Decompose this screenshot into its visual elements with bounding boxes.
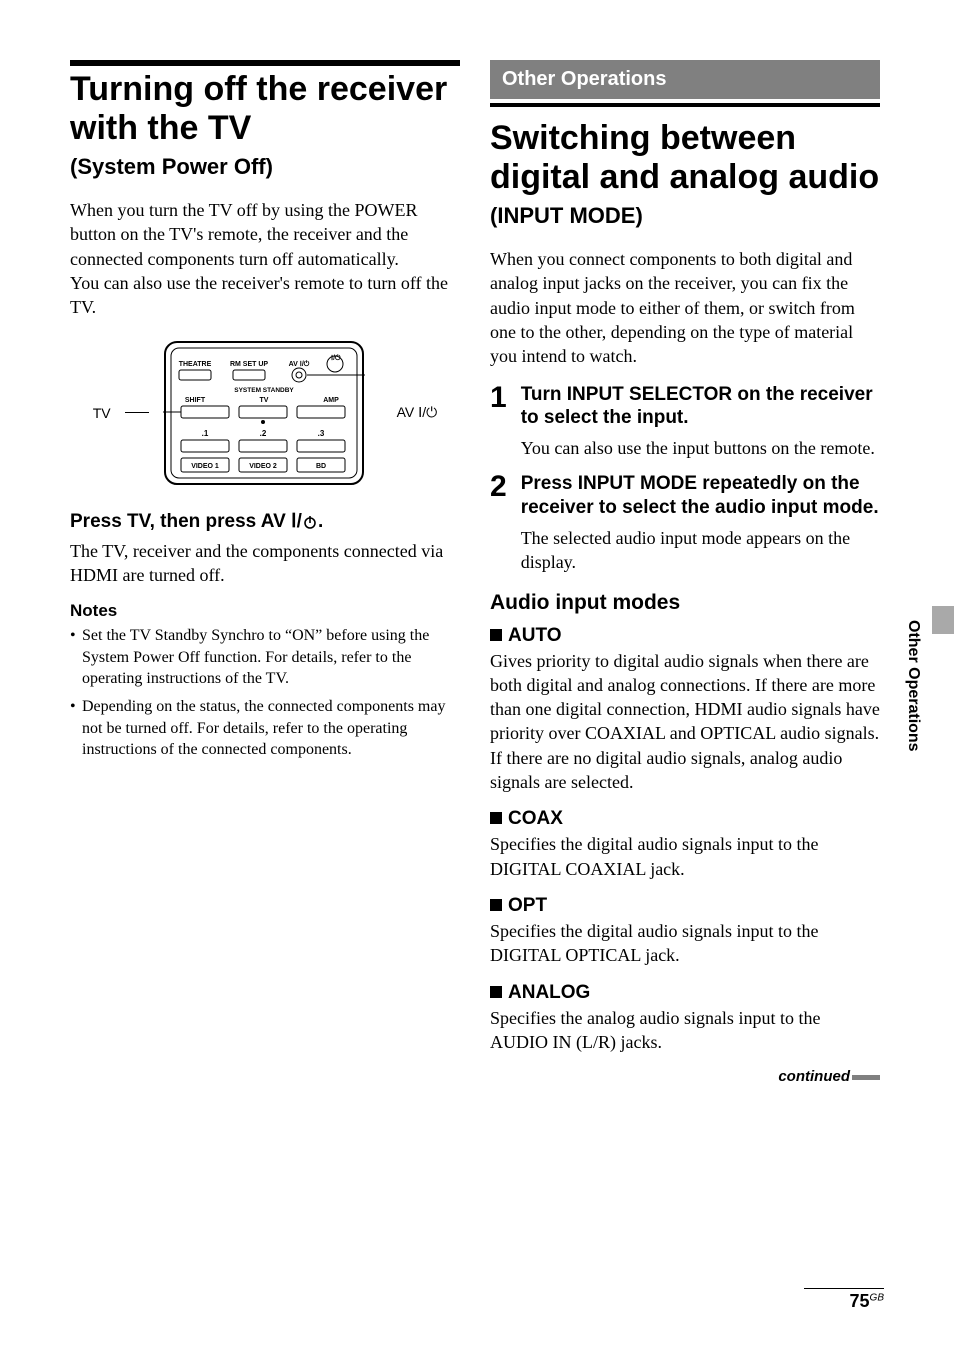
left-subtitle: (System Power Off) [70, 154, 460, 180]
mode-desc: Specifies the analog audio signals input… [490, 1006, 880, 1055]
step-body: Turn INPUT SELECTOR on the receiver to s… [521, 383, 880, 461]
continued-bar-icon [852, 1075, 880, 1080]
lbl-dot1: .1 [201, 429, 208, 438]
mode-name: AUTO [508, 625, 561, 646]
remote-callout-tv: TV [93, 405, 111, 421]
right-subtitle: (INPUT MODE) [490, 203, 880, 229]
bullet-square-icon [490, 629, 502, 641]
step-2: 2 Press INPUT MODE repeatedly on the rec… [490, 472, 880, 574]
press-line: Press TV, then press AV Ⅰ/. [70, 510, 460, 533]
bullet-square-icon [490, 986, 502, 998]
mode-desc: Specifies the digital audio signals inpu… [490, 832, 880, 881]
remote-callout-av: AV Ⅰ/⏻ [397, 404, 438, 421]
mode-title: COAX [490, 808, 880, 830]
mode-name: COAX [508, 808, 563, 829]
lbl-video1: VIDEO 1 [191, 463, 219, 470]
page-suffix: GB [870, 1293, 884, 1304]
mode-name: OPT [508, 895, 547, 916]
bullet-square-icon [490, 899, 502, 911]
left-intro: When you turn the TV off by using the PO… [70, 198, 460, 319]
lbl-system-standby: SYSTEM STANDBY [234, 387, 294, 394]
lbl-rmsetup: RM SET UP [230, 361, 268, 368]
lbl-bd: BD [316, 463, 326, 470]
lbl-shift: SHIFT [185, 397, 206, 404]
notes-list: Set the TV Standby Synchro to “ON” befor… [70, 625, 460, 761]
step-num: 2 [490, 472, 507, 502]
section-bar: Other Operations [490, 60, 880, 99]
mode-desc: Specifies the digital audio signals inpu… [490, 919, 880, 968]
note-item: Depending on the status, the connected c… [70, 696, 460, 761]
step-1: 1 Turn INPUT SELECTOR on the receiver to… [490, 383, 880, 461]
lbl-av: AV Ⅰ/⏻ [288, 360, 309, 368]
step-head: Press INPUT MODE repeatedly on the recei… [521, 472, 880, 520]
page-footer: 75GB [804, 1288, 884, 1312]
side-tab-bar [932, 606, 954, 634]
lbl-video2: VIDEO 2 [249, 463, 277, 470]
lbl-dot3: .3 [317, 429, 324, 438]
left-column: Turning off the receiver with the TV (Sy… [70, 60, 460, 1085]
continued: continued [490, 1068, 880, 1085]
left-title: Turning off the receiver with the TV [70, 70, 460, 148]
lbl-theatre: THEATRE [178, 361, 211, 368]
step-head: Turn INPUT SELECTOR on the receiver to s… [521, 383, 880, 431]
remote-diagram: TV THEATRE RM SET UP AV Ⅰ/⏻ Ⅰ/⏻ [70, 338, 460, 488]
right-column: Other Operations Switching between digit… [490, 60, 880, 1085]
power-icon [302, 514, 318, 530]
modes-head: Audio input modes [490, 591, 880, 615]
note-item: Set the TV Standby Synchro to “ON” befor… [70, 625, 460, 690]
section-rule [490, 103, 880, 107]
mode-analog: ANALOG Specifies the analog audio signal… [490, 982, 880, 1055]
bullet-square-icon [490, 812, 502, 824]
mode-title: OPT [490, 895, 880, 917]
mode-coax: COAX Specifies the digital audio signals… [490, 808, 880, 881]
press-suffix: . [318, 511, 323, 532]
remote-svg: THEATRE RM SET UP AV Ⅰ/⏻ Ⅰ/⏻ SYSTEM STAN… [159, 338, 369, 488]
rule [70, 60, 460, 66]
step-list: 1 Turn INPUT SELECTOR on the receiver to… [490, 383, 880, 575]
page: Turning off the receiver with the TV (Sy… [0, 0, 954, 1125]
mode-name: ANALOG [508, 982, 590, 1003]
step-body: Press INPUT MODE repeatedly on the recei… [521, 472, 880, 574]
lbl-amp: AMP [323, 397, 339, 404]
mode-title: ANALOG [490, 982, 880, 1004]
mode-desc: Gives priority to digital audio signals … [490, 649, 880, 795]
side-tab: Other Operations [904, 620, 922, 752]
right-intro: When you connect components to both digi… [490, 247, 880, 368]
press-prefix: Press TV, then press AV Ⅰ/ [70, 511, 302, 532]
mode-title: AUTO [490, 625, 880, 647]
step-num: 1 [490, 383, 507, 413]
continued-text: continued [778, 1068, 850, 1085]
right-title: Switching between digital and analog aud… [490, 119, 880, 197]
lbl-tv: TV [259, 397, 268, 404]
notes-head: Notes [70, 601, 460, 621]
step-desc: The selected audio input mode appears on… [521, 526, 880, 575]
lbl-dot2: .2 [259, 429, 266, 438]
mode-auto: AUTO Gives priority to digital audio sig… [490, 625, 880, 795]
step-desc: You can also use the input buttons on th… [521, 436, 880, 460]
press-desc: The TV, receiver and the components conn… [70, 539, 460, 588]
callout-line [125, 412, 149, 413]
page-number: 75 [850, 1291, 870, 1311]
mode-opt: OPT Specifies the digital audio signals … [490, 895, 880, 968]
